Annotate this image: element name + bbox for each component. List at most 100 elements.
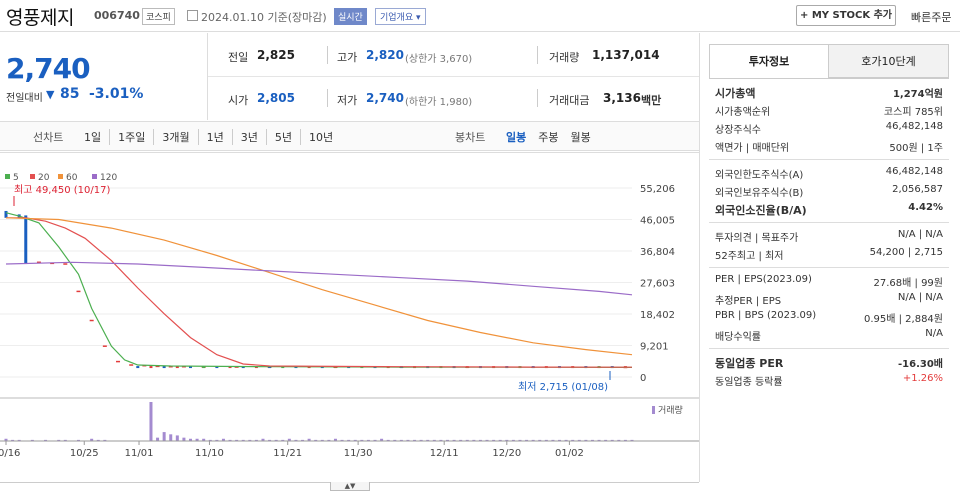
prev-close-value: 2,825 xyxy=(257,48,295,62)
period-tab-5[interactable]: 5년 xyxy=(267,129,301,145)
period-tab-1[interactable]: 1주일 xyxy=(110,129,155,145)
volume-bar xyxy=(399,439,403,441)
info-value: 27.68배 | 99원 xyxy=(873,278,943,289)
invest-info-list: 시가총액 1,274억원 시가총액순위 코스피 785위 상장주식수 46,482,148… xyxy=(709,79,949,389)
info-label: 52주최고 | 최저 xyxy=(715,251,784,262)
volume-bar xyxy=(241,439,245,441)
stats-divider xyxy=(208,76,699,77)
chart-resize-handle[interactable]: ▲▼ xyxy=(330,482,370,491)
x-tick-label: 11/21 xyxy=(273,448,302,459)
volume-bar xyxy=(353,439,357,441)
y-tick-label: 0 xyxy=(640,373,646,384)
volume-bar xyxy=(577,439,581,441)
info-row: 시가총액 1,274억원 xyxy=(709,83,949,101)
legend-label-ma60: 60 xyxy=(66,173,78,183)
volume-bar xyxy=(590,439,594,441)
volume-bar xyxy=(17,439,21,441)
info-value: 4.42% xyxy=(908,202,943,213)
volume-bar xyxy=(597,439,601,441)
corp-overview-dropdown[interactable]: 기업개요 ▾ xyxy=(375,8,426,25)
stats-separator xyxy=(327,46,328,64)
volume-bar xyxy=(472,439,476,441)
volume-bar xyxy=(169,434,173,441)
info-label: 시가총액 xyxy=(715,87,756,100)
volume-value: 1,137,014 xyxy=(592,48,660,62)
period-tab-3[interactable]: 1년 xyxy=(199,129,233,145)
volume-bar xyxy=(366,439,370,441)
volume-bar xyxy=(333,438,337,441)
stats-separator xyxy=(327,89,328,107)
info-label: 시가총액순위 xyxy=(715,107,771,118)
volume-bar xyxy=(254,439,258,441)
volume-legend-label: 거래량 xyxy=(658,404,683,416)
x-tick-label: 10/16 xyxy=(0,448,20,459)
volume-bar xyxy=(604,439,608,441)
volume-bar xyxy=(413,439,417,441)
period-tab-0[interactable]: 1일 xyxy=(76,129,111,145)
info-value: 500원 | 1주 xyxy=(889,143,943,154)
stock-name: 영풍제지 xyxy=(6,7,74,29)
volume-bar xyxy=(498,439,502,441)
info-row: 액면가 | 매매단위 500원 | 1주 xyxy=(709,137,949,155)
realtime-button[interactable]: 실시간 xyxy=(334,8,367,25)
low-label: 저가 xyxy=(337,94,358,107)
stock-header xyxy=(0,0,960,32)
volume-bar xyxy=(44,439,48,441)
volume-bar xyxy=(90,438,94,441)
volume-bar xyxy=(268,439,272,441)
volume-bar xyxy=(373,439,377,441)
volume-bar xyxy=(182,437,186,441)
amount-unit: 백만 xyxy=(641,94,662,107)
candle-tab-0[interactable]: 일봉 xyxy=(506,131,527,144)
volume-bar xyxy=(320,439,324,441)
volume-bar xyxy=(215,439,219,441)
add-my-stock-button[interactable]: + MY STOCK 추가 xyxy=(796,5,896,26)
volume-bar xyxy=(281,439,285,441)
volume-bar xyxy=(478,439,482,441)
info-label: 추정PER | EPS xyxy=(715,296,782,307)
right-tabs: 투자정보 호가10단계 xyxy=(709,44,949,79)
volume-bar xyxy=(551,439,555,441)
volume-bar xyxy=(30,439,34,441)
period-tabs: 1일 1주일 3개월 1년 3년 5년 10년 xyxy=(76,129,341,145)
change-value: 85 xyxy=(60,86,80,102)
volume-bar xyxy=(485,439,489,441)
legend-label-ma120: 120 xyxy=(100,173,117,183)
x-tick-label: 11/10 xyxy=(195,448,224,459)
volume-bar xyxy=(452,439,456,441)
x-tick-label: 12/20 xyxy=(492,448,521,459)
period-tab-4[interactable]: 3년 xyxy=(233,129,267,145)
volume-label: 거래량 xyxy=(549,51,580,64)
x-tick-label: 11/01 xyxy=(125,448,154,459)
info-label: 외국인소진율(B/A) xyxy=(715,204,807,217)
volume-bar xyxy=(439,439,443,441)
tab-order-book[interactable]: 호가10단계 xyxy=(829,44,949,78)
high-annotation: 최고 49,450 (10/17) xyxy=(14,184,110,196)
period-tab-6[interactable]: 10년 xyxy=(309,131,334,144)
info-row: 52주최고 | 최저 54,200 | 2,715 xyxy=(709,245,949,263)
info-row: 외국인소진율(B/A) 4.42% xyxy=(709,200,949,218)
volume-bar xyxy=(584,439,588,441)
info-label: 동일업종 PER xyxy=(715,357,784,370)
volume-bar xyxy=(426,439,430,441)
tab-invest-info[interactable]: 투자정보 xyxy=(709,44,829,78)
info-value: N/A | N/A xyxy=(897,229,943,240)
period-tab-2[interactable]: 3개월 xyxy=(154,129,199,145)
info-value: +1.26% xyxy=(902,373,943,384)
y-tick-label: 36,804 xyxy=(640,247,675,258)
volume-bar xyxy=(314,439,318,441)
candle-tab-1[interactable]: 주봉 xyxy=(538,131,559,144)
y-tick-label: 46,005 xyxy=(640,216,675,227)
volume-bar xyxy=(228,439,232,441)
stock-code: 006740 xyxy=(94,9,140,22)
volume-bar xyxy=(195,438,199,441)
corp-overview-label: 기업개요 xyxy=(380,13,414,23)
volume-bar xyxy=(406,439,410,441)
volume-bar xyxy=(294,439,298,441)
chevron-down-icon: ▾ xyxy=(413,13,421,23)
period-toolbar xyxy=(0,121,699,151)
quick-order-link[interactable]: 빠른주문 xyxy=(911,11,952,24)
volume-bar xyxy=(610,439,614,441)
price-summary xyxy=(0,33,208,120)
candle-tab-2[interactable]: 월봉 xyxy=(570,131,591,144)
